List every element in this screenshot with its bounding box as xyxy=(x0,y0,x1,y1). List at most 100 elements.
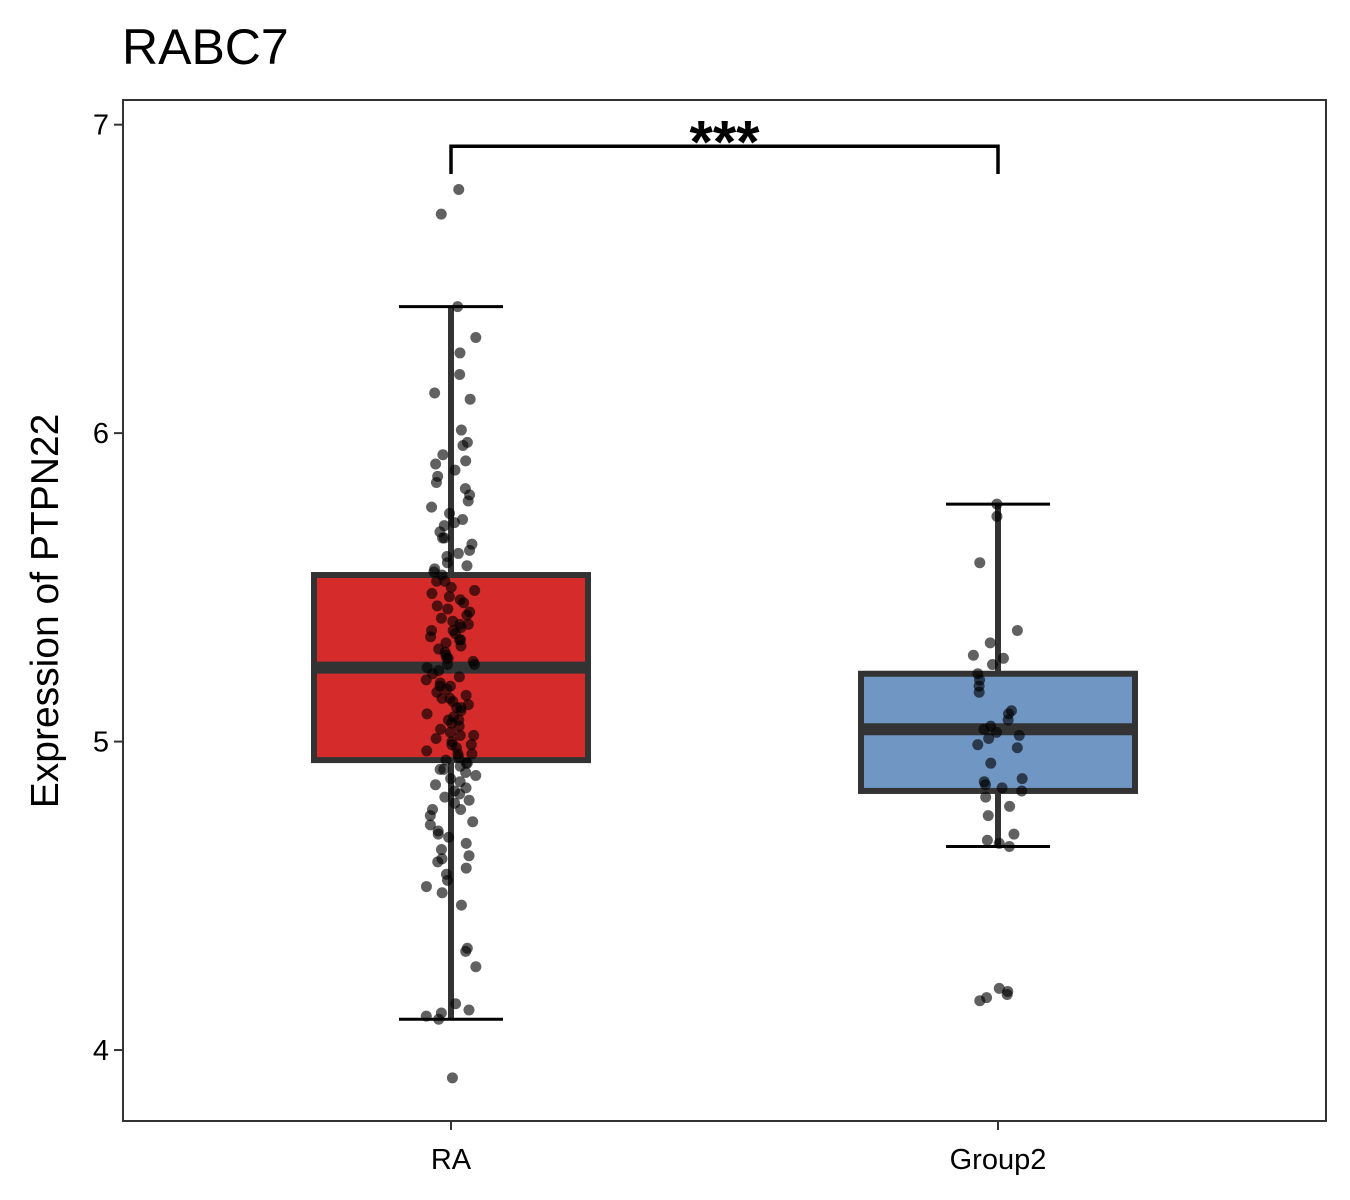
data-point xyxy=(437,449,449,461)
data-point xyxy=(431,600,443,612)
data-point xyxy=(982,810,994,822)
data-point xyxy=(430,733,442,745)
data-point xyxy=(985,757,997,769)
data-point xyxy=(454,729,466,741)
data-point xyxy=(461,757,473,769)
data-point xyxy=(461,609,473,621)
data-point xyxy=(445,773,457,785)
data-point xyxy=(448,517,460,529)
data-point xyxy=(1013,729,1025,741)
data-point xyxy=(460,837,472,849)
data-point xyxy=(973,686,985,698)
y-tick-label: 5 xyxy=(93,727,109,759)
data-point xyxy=(1011,625,1023,637)
data-point xyxy=(420,881,432,893)
data-point xyxy=(436,853,448,865)
data-point xyxy=(991,726,1003,738)
data-point xyxy=(420,674,432,686)
points-layer xyxy=(420,183,1028,1084)
data-point xyxy=(440,754,452,766)
data-point xyxy=(1004,800,1016,812)
y-tick-label: 7 xyxy=(93,110,109,142)
boxes-layer xyxy=(311,305,1138,1021)
data-point xyxy=(1001,989,1013,1001)
data-point xyxy=(991,510,1003,522)
data-point xyxy=(443,831,455,843)
significance-label: *** xyxy=(689,108,760,175)
data-point xyxy=(452,751,464,763)
plot-panel xyxy=(122,99,1327,1122)
data-point xyxy=(421,745,433,757)
data-point xyxy=(454,634,466,646)
data-point xyxy=(463,850,475,862)
data-point xyxy=(467,816,479,828)
data-point xyxy=(996,782,1008,794)
data-point xyxy=(438,763,450,775)
data-point xyxy=(453,671,465,683)
data-point xyxy=(987,658,999,670)
data-point xyxy=(436,692,448,704)
data-point xyxy=(443,591,455,603)
data-point xyxy=(420,1010,432,1022)
data-point xyxy=(463,1004,475,1016)
data-point xyxy=(991,498,1003,510)
data-point xyxy=(993,982,1005,994)
data-point xyxy=(455,803,467,815)
data-point xyxy=(468,658,480,670)
data-point xyxy=(464,393,476,405)
data-point xyxy=(437,532,449,544)
data-point xyxy=(433,1013,445,1025)
chart-title: RABC7 xyxy=(122,19,289,75)
data-point xyxy=(974,557,986,569)
data-point xyxy=(435,208,447,220)
data-point xyxy=(1011,742,1023,754)
data-point xyxy=(432,828,444,840)
data-point xyxy=(466,748,478,760)
data-point xyxy=(447,625,459,637)
data-point xyxy=(974,995,986,1007)
data-point xyxy=(1003,840,1015,852)
y-axis: 4 5 6 7 xyxy=(93,110,123,1067)
data-point xyxy=(981,834,993,846)
data-point xyxy=(460,945,472,957)
data-point xyxy=(435,723,447,735)
data-point xyxy=(470,332,482,344)
data-point xyxy=(449,464,461,476)
data-point xyxy=(427,803,439,815)
data-point xyxy=(461,560,473,572)
data-point xyxy=(460,766,472,778)
data-point xyxy=(435,612,447,624)
data-point xyxy=(430,458,442,470)
data-point xyxy=(444,507,456,519)
data-point xyxy=(457,439,469,451)
data-point xyxy=(462,495,474,507)
data-point xyxy=(465,739,477,751)
data-point xyxy=(460,782,472,794)
significance-bracket: *** xyxy=(449,108,1000,175)
box-group2 xyxy=(858,502,1138,848)
data-point xyxy=(1016,773,1028,785)
data-point xyxy=(455,899,467,911)
data-point xyxy=(1016,785,1028,797)
data-point xyxy=(450,998,462,1010)
data-point xyxy=(436,887,448,899)
data-point xyxy=(979,779,991,791)
data-point xyxy=(441,557,453,569)
data-point xyxy=(460,862,472,874)
data-point xyxy=(470,961,482,973)
data-point xyxy=(972,739,984,751)
y-tick-label: 6 xyxy=(93,418,109,450)
data-point xyxy=(1008,828,1020,840)
data-point xyxy=(978,723,990,735)
data-point xyxy=(442,652,454,664)
data-point xyxy=(984,637,996,649)
data-point xyxy=(431,575,443,587)
data-point xyxy=(468,729,480,741)
data-point xyxy=(453,714,465,726)
data-point xyxy=(997,652,1009,664)
data-point xyxy=(421,708,433,720)
data-point xyxy=(445,581,457,593)
x-tick-label: RA xyxy=(431,1144,472,1176)
data-point xyxy=(983,733,995,745)
